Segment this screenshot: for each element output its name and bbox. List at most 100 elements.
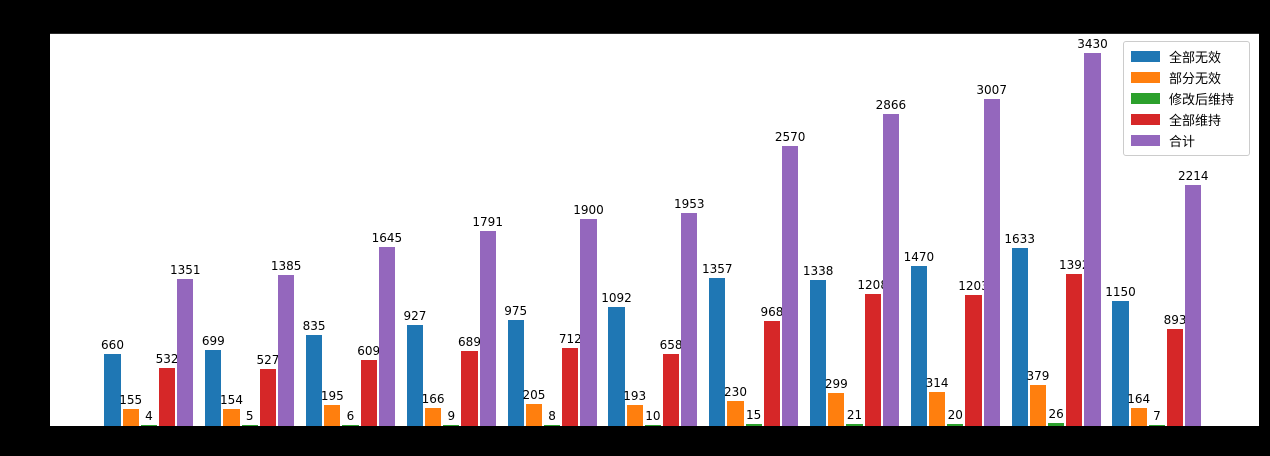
bar-value-label: 4 — [145, 409, 153, 423]
bar-series-4-group-7 — [882, 113, 900, 426]
bar-series-1-group-7 — [828, 393, 845, 426]
bar-value-label: 193 — [623, 389, 647, 403]
bar-series-0-group-10 — [1112, 300, 1129, 426]
bar-value-label: 1357 — [702, 262, 733, 277]
bar-series-0-group-4 — [507, 319, 524, 426]
bar-value-label: 166 — [421, 391, 445, 406]
bar-series-4-group-4 — [580, 219, 597, 426]
bar-series-1-group-6 — [727, 400, 744, 426]
bar-series-4-group-8 — [983, 98, 1000, 426]
bar-series-4-group-10 — [1185, 184, 1202, 426]
bar-series-3-group-7 — [864, 294, 881, 426]
bar-value-label: 154 — [220, 393, 243, 408]
legend: 全部无效 部分无效 修改后维持 全部维持 合计 — [1123, 41, 1250, 156]
bar-value-label: 155 — [119, 393, 143, 408]
legend-item: 全部无效 — [1131, 49, 1241, 66]
bar-series-1-group-10 — [1130, 408, 1147, 426]
bar-value-label: 1208 — [857, 278, 888, 293]
bar-series-2-group-7 — [846, 423, 863, 426]
legend-label: 合计 — [1169, 135, 1196, 150]
bar-series-3-group-5 — [662, 354, 680, 426]
bar-value-label: 205 — [522, 387, 546, 402]
bar-series-3-group-1 — [259, 368, 277, 426]
bar-value-label: 527 — [256, 352, 280, 367]
bar-series-3-group-0 — [158, 368, 176, 426]
bar-series-4-group-0 — [177, 278, 194, 426]
bar-value-label: 712 — [558, 332, 582, 347]
bar-value-label: 21 — [846, 407, 863, 422]
bar-series-1-group-5 — [626, 405, 643, 426]
plot-area: 660 699 835 927 975 1092 1357 1338 1470 1633 1150 1… — [50, 33, 1259, 426]
bar-series-0-group-8 — [910, 265, 928, 426]
bar-series-1-group-2 — [324, 404, 341, 426]
bar-series-2-group-3 — [443, 425, 460, 426]
bar-series-1-group-8 — [928, 391, 946, 426]
bar-series-0-group-3 — [406, 325, 424, 426]
bar-value-label: 968 — [760, 304, 784, 319]
bar-value-label: 1338 — [802, 264, 834, 279]
bar-series-3-group-6 — [763, 320, 781, 426]
bar-value-label: 2214 — [1178, 168, 1209, 183]
bar-value-label: 2570 — [774, 130, 806, 145]
bar-value-label: 3007 — [976, 82, 1007, 97]
bar-series-3-group-3 — [461, 350, 478, 426]
legend-label: 修改后维持 — [1169, 93, 1235, 108]
legend-item: 全部维持 — [1131, 112, 1241, 129]
bar-value-label: 6 — [346, 409, 355, 423]
legend-item: 合计 — [1131, 133, 1241, 150]
bar-series-4-group-5 — [681, 213, 698, 426]
bar-value-label: 8 — [548, 409, 556, 423]
bar-value-label: 7 — [1153, 409, 1161, 423]
bar-value-label: 660 — [101, 338, 124, 353]
bar-value-label: 230 — [724, 384, 747, 399]
bar-value-label: 9 — [447, 409, 456, 423]
bar-value-label: 532 — [155, 352, 179, 367]
bar-value-label: 1900 — [573, 203, 604, 218]
bar-series-0-group-5 — [608, 307, 625, 426]
legend-swatch-series-4 — [1131, 135, 1160, 146]
bar-value-label: 893 — [1163, 312, 1187, 327]
bar-value-label: 195 — [320, 388, 344, 403]
bar-value-label: 26 — [1048, 407, 1064, 422]
bar-series-2-group-9 — [1047, 423, 1065, 426]
bar-series-0-group-9 — [1011, 248, 1028, 426]
bar-value-label: 20 — [947, 407, 963, 422]
bar-value-label: 314 — [925, 375, 949, 390]
bar-series-2-group-8 — [947, 423, 964, 426]
legend-swatch-series-2 — [1131, 93, 1160, 104]
bar-series-2-group-5 — [644, 424, 662, 426]
bar-value-label: 1470 — [903, 249, 935, 264]
bar-value-label: 1633 — [1004, 232, 1035, 247]
bar-series-4-group-6 — [781, 146, 799, 426]
legend-item: 修改后维持 — [1131, 91, 1241, 108]
legend-label: 部分无效 — [1169, 72, 1222, 87]
bar-value-label: 15 — [746, 408, 762, 423]
bar-value-label: 689 — [458, 334, 481, 349]
bar-series-4-group-9 — [1084, 52, 1101, 426]
bar-series-0-group-0 — [104, 354, 121, 426]
legend-swatch-series-3 — [1131, 114, 1160, 125]
bar-value-label: 975 — [504, 303, 528, 318]
bar-series-3-group-2 — [360, 359, 377, 426]
bar-value-label: 1092 — [601, 291, 632, 306]
bar-value-label: 2866 — [875, 97, 907, 112]
bar-series-1-group-4 — [525, 403, 543, 426]
bar-series-1-group-9 — [1029, 384, 1047, 426]
bar-value-label: 164 — [1127, 392, 1151, 407]
bar-series-2-group-1 — [241, 425, 258, 426]
bar-series-4-group-3 — [479, 230, 496, 426]
bar-series-2-group-10 — [1148, 425, 1166, 426]
bar-value-label: 927 — [403, 309, 427, 324]
bar-value-label: 379 — [1026, 368, 1050, 383]
bar-value-label: 1645 — [371, 230, 403, 245]
bar-value-label: 5 — [245, 409, 254, 423]
bars-layer: 660 699 835 927 975 1092 1357 1338 1470 1633 1150 1… — [50, 34, 1259, 426]
bar-series-3-group-8 — [965, 295, 982, 426]
bar-value-label: 1392 — [1059, 258, 1090, 273]
bar-series-3-group-9 — [1066, 274, 1083, 426]
bar-series-1-group-1 — [223, 409, 240, 426]
bar-value-label: 699 — [201, 333, 225, 348]
bar-series-1-group-3 — [424, 407, 442, 426]
bar-series-3-group-10 — [1166, 328, 1184, 426]
bar-series-2-group-2 — [342, 425, 359, 426]
